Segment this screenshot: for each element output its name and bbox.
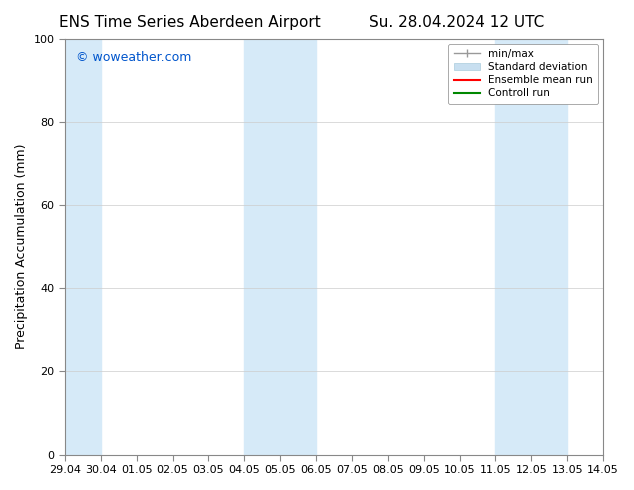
Bar bbox=[496, 39, 567, 455]
Text: Su. 28.04.2024 12 UTC: Su. 28.04.2024 12 UTC bbox=[369, 15, 544, 30]
Text: © woweather.com: © woweather.com bbox=[75, 51, 191, 64]
Legend: min/max, Standard deviation, Ensemble mean run, Controll run: min/max, Standard deviation, Ensemble me… bbox=[448, 44, 598, 103]
Text: ENS Time Series Aberdeen Airport: ENS Time Series Aberdeen Airport bbox=[60, 15, 321, 30]
Bar bbox=[65, 39, 101, 455]
Y-axis label: Precipitation Accumulation (mm): Precipitation Accumulation (mm) bbox=[15, 144, 28, 349]
Bar bbox=[244, 39, 316, 455]
